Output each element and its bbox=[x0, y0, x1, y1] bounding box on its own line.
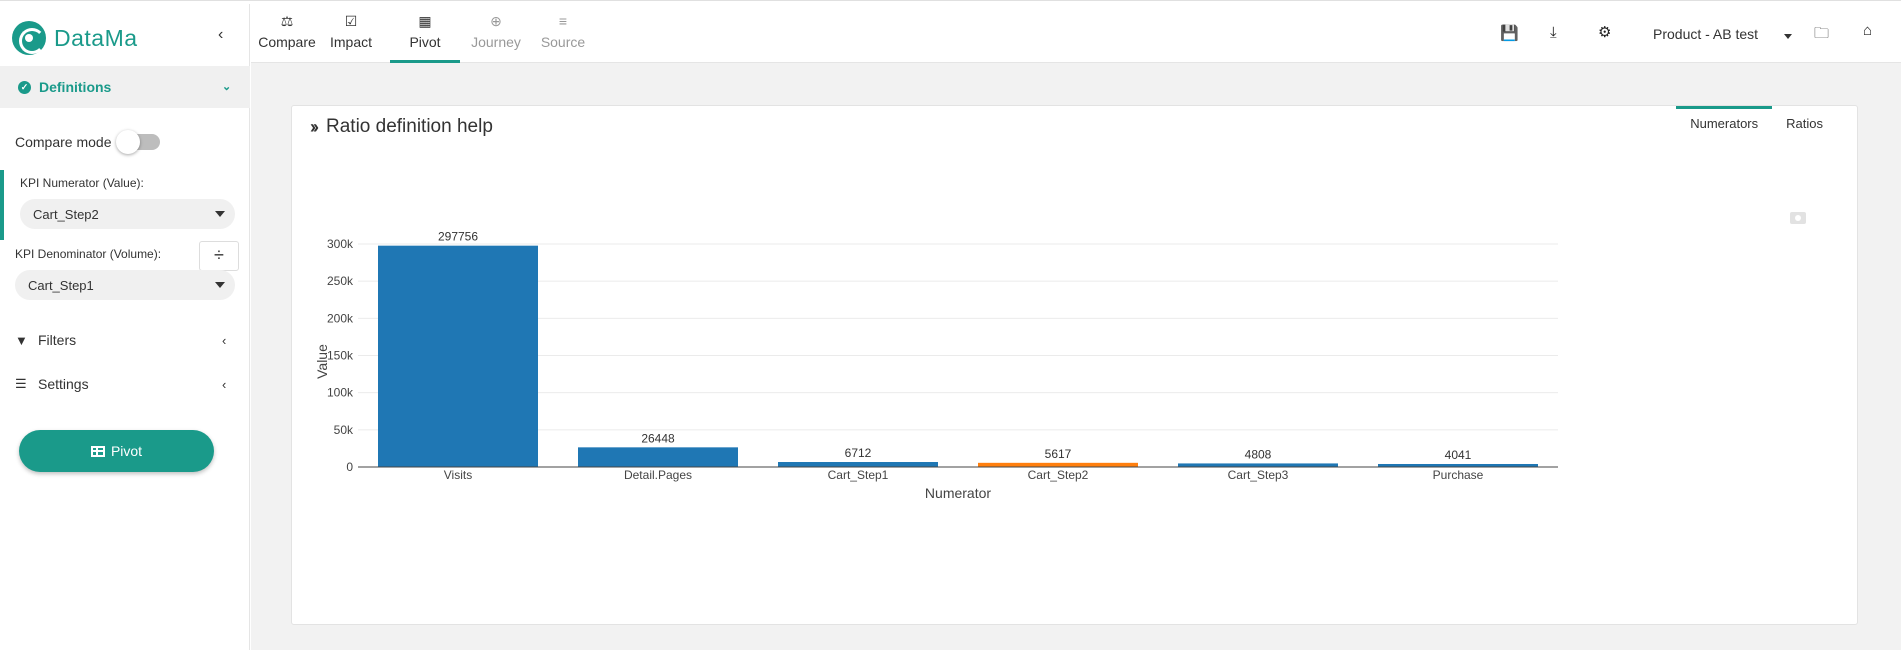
download-icon[interactable]: ⤓ bbox=[1550, 24, 1557, 41]
compare-mode-toggle[interactable] bbox=[115, 130, 160, 154]
definitions-label: Definitions bbox=[39, 79, 112, 95]
tab-impact[interactable]: ☑ Impact bbox=[328, 4, 374, 63]
numerator-bar-chart: 0 50k 100k 150k 200k 250k 300k 297756 Visits 2644… bbox=[314, 230, 1558, 501]
table-icon: ▦ bbox=[418, 13, 432, 29]
chevron-left-icon: ‹ bbox=[222, 332, 227, 348]
tab-journey-label: Journey bbox=[471, 34, 521, 50]
main-content: ›› Ratio definition help Numerators Rati… bbox=[251, 63, 1901, 650]
kpi-numerator-value: Cart_Step2 bbox=[33, 206, 99, 222]
save-icon[interactable]: 💾 bbox=[1500, 25, 1519, 42]
brand-name: DataMa bbox=[54, 24, 138, 51]
filters-section-header[interactable]: ▼ Filters ‹ bbox=[15, 330, 226, 350]
bar[interactable] bbox=[978, 462, 1138, 467]
kpi-denominator-select[interactable]: Cart_Step1 bbox=[15, 270, 235, 300]
folder-plus-icon[interactable]: 🗀 bbox=[1814, 25, 1830, 42]
bar[interactable] bbox=[778, 462, 938, 467]
brand[interactable]: DataMa bbox=[12, 18, 138, 58]
x-tick-label: Visits bbox=[444, 468, 472, 482]
compare-mode-row: Compare mode bbox=[15, 130, 160, 154]
bar-value-label: 26448 bbox=[641, 431, 675, 445]
bar[interactable] bbox=[1178, 463, 1338, 467]
y-tick-label: 0 bbox=[346, 460, 353, 474]
kpi-numerator-label: KPI Numerator (Value): bbox=[20, 176, 144, 190]
check-circle-icon: ✓ bbox=[18, 80, 31, 94]
sidebar: DataMa ‹ ✓ Definitions ⌄ Compare mode KP… bbox=[0, 4, 250, 650]
kpi-denominator-value: Cart_Step1 bbox=[28, 277, 94, 293]
chevron-left-icon: ‹ bbox=[222, 376, 227, 392]
compare-mode-label: Compare mode bbox=[15, 134, 112, 150]
tab-journey[interactable]: ⊕ Journey bbox=[467, 4, 525, 63]
double-chevron-right-icon[interactable]: ›› bbox=[310, 116, 319, 137]
tab-impact-label: Impact bbox=[329, 34, 372, 50]
tab-pivot-label: Pivot bbox=[409, 34, 441, 50]
globe-icon: ⊕ bbox=[490, 13, 502, 29]
y-tick-label: 300k bbox=[327, 237, 354, 251]
tab-ratios[interactable]: Ratios bbox=[1786, 116, 1823, 131]
tab-numerators[interactable]: Numerators bbox=[1676, 106, 1773, 146]
bar-value-label: 297756 bbox=[438, 230, 478, 244]
active-field-indicator bbox=[0, 170, 4, 240]
x-tick-label: Cart_Step1 bbox=[828, 468, 889, 482]
y-tick-label: 200k bbox=[327, 311, 354, 325]
toggle-knob bbox=[115, 130, 140, 154]
caret-down-icon bbox=[215, 211, 225, 217]
x-tick-label: Purchase bbox=[1433, 468, 1484, 482]
tab-compare-label: Compare bbox=[258, 34, 316, 50]
bar[interactable] bbox=[578, 447, 738, 467]
balance-scale-icon: ⚖ bbox=[280, 13, 294, 29]
checkbox-icon: ☑ bbox=[344, 13, 358, 29]
pivot-button[interactable]: Pivot bbox=[19, 430, 214, 472]
x-tick-label: Detail.Pages bbox=[624, 468, 692, 482]
tab-compare[interactable]: ⚖ Compare bbox=[257, 4, 317, 63]
gear-icon[interactable]: ⚙ bbox=[1598, 24, 1612, 41]
sliders-icon: ☰ bbox=[15, 376, 27, 391]
top-toolbar: ⚖ Compare ☑ Impact ▦ Pivot ⊕ Journey ≡ S… bbox=[251, 4, 1901, 63]
tab-source-label: Source bbox=[540, 34, 586, 50]
y-tick-label: 50k bbox=[334, 423, 354, 437]
definitions-section-header[interactable]: ✓ Definitions ⌄ bbox=[0, 66, 250, 108]
bar-value-label: 5617 bbox=[1045, 447, 1072, 461]
tab-source[interactable]: ≡ Source bbox=[535, 4, 591, 63]
project-select[interactable]: Product - AB test bbox=[1653, 26, 1759, 42]
bar-value-label: 6712 bbox=[845, 446, 872, 460]
bar[interactable] bbox=[1378, 463, 1538, 467]
caret-down-icon bbox=[215, 282, 225, 288]
y-tick-label: 100k bbox=[327, 386, 354, 400]
kpi-numerator-select[interactable]: Cart_Step2 bbox=[20, 199, 235, 229]
settings-label: Settings bbox=[38, 376, 89, 392]
card-title: ›› Ratio definition help bbox=[310, 116, 493, 138]
database-icon: ≡ bbox=[558, 13, 568, 29]
window-top-border bbox=[0, 0, 1901, 4]
x-tick-label: Cart_Step2 bbox=[1028, 468, 1089, 482]
chevron-down-icon: ⌄ bbox=[222, 81, 232, 93]
datama-logo-icon bbox=[12, 21, 46, 55]
home-icon[interactable]: ⌂ bbox=[1863, 22, 1873, 39]
bar-value-label: 4808 bbox=[1245, 447, 1272, 461]
filter-icon: ▼ bbox=[15, 332, 28, 348]
y-tick-label: 150k bbox=[327, 349, 354, 363]
sidebar-collapse-chevron-icon[interactable]: ‹ bbox=[218, 26, 224, 43]
table-icon bbox=[90, 445, 105, 457]
caret-down-icon[interactable] bbox=[1784, 34, 1792, 39]
y-tick-label: 250k bbox=[327, 274, 354, 288]
tab-pivot[interactable]: ▦ Pivot bbox=[390, 4, 460, 63]
filters-label: Filters bbox=[38, 332, 77, 348]
settings-section-header[interactable]: ☰ Settings ‹ bbox=[15, 374, 226, 394]
divide-icon[interactable]: ÷ bbox=[199, 241, 239, 271]
camera-icon[interactable] bbox=[1790, 212, 1806, 224]
bar-value-label: 4041 bbox=[1445, 448, 1472, 462]
x-tick-label: Cart_Step3 bbox=[1228, 468, 1289, 482]
y-axis-title: Value bbox=[314, 344, 330, 379]
card-tabs: Numerators Ratios bbox=[1676, 106, 1837, 146]
bar[interactable] bbox=[378, 245, 538, 467]
pivot-button-label: Pivot bbox=[110, 443, 143, 459]
card-title-text: Ratio definition help bbox=[326, 116, 493, 137]
kpi-denominator-label: KPI Denominator (Volume): bbox=[15, 247, 162, 261]
ratio-help-card: ›› Ratio definition help Numerators Rati… bbox=[291, 105, 1858, 625]
x-axis-title: Numerator bbox=[925, 485, 991, 501]
